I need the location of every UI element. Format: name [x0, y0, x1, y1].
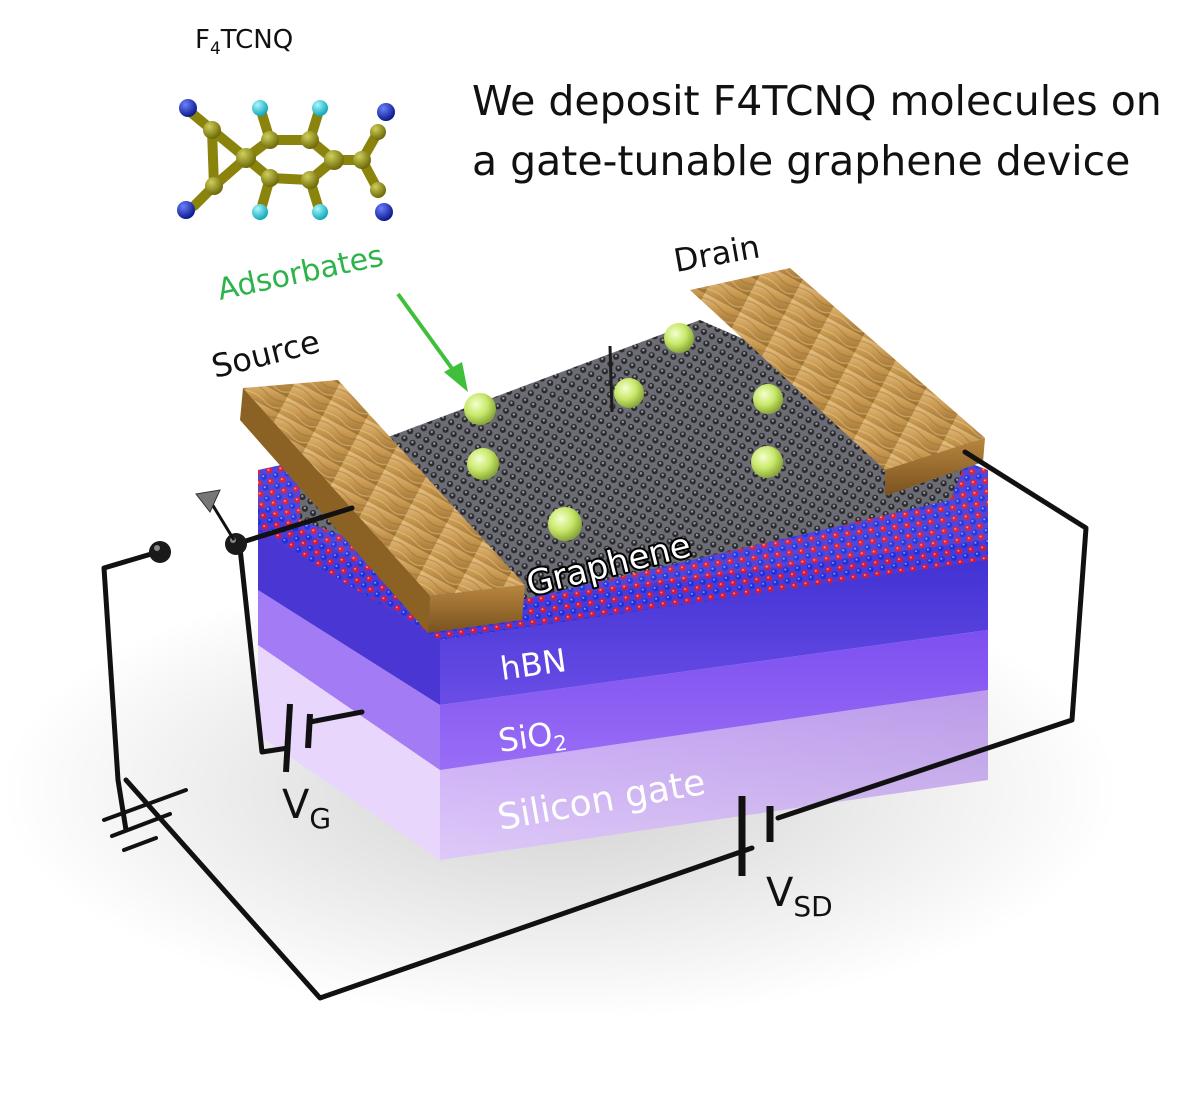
gate-terminal-left: [149, 541, 171, 563]
headline-line-1: We deposit F4TCNQ molecules on: [472, 77, 1162, 125]
ground-symbol-icon: [102, 788, 188, 852]
source-contact: [240, 380, 525, 633]
gate-terminal-switch: [225, 533, 247, 555]
vsd-label: VSD: [766, 870, 833, 923]
f4tcnq-molecule: [177, 99, 395, 221]
adsorbates-arrow: [396, 292, 468, 392]
molecule-name: F4TCNQ: [195, 25, 293, 59]
adsorbates-label: Adsorbates: [214, 239, 386, 308]
adsorbate-ball: [753, 384, 783, 414]
headline-line-2: a gate-tunable graphene device: [472, 137, 1130, 185]
arrow-up-icon: [195, 489, 236, 541]
graphene-crease: [608, 345, 614, 413]
drain-contact: [690, 268, 985, 496]
battery-symbol-icon: [738, 796, 774, 876]
vg-label: VG: [282, 782, 331, 835]
circuit-wires: [101, 449, 1089, 1001]
sio2-label: SiO2: [496, 713, 569, 764]
adsorbate-ball: [464, 393, 496, 425]
hbn-label: hBN: [498, 641, 569, 688]
silicon-gate-layer: [258, 645, 988, 860]
adsorbate-ball: [467, 448, 499, 480]
adsorbate-ball: [751, 446, 783, 478]
sio2-layer: [258, 590, 988, 770]
adsorbate-ball: [614, 378, 644, 408]
adsorbate-ball: [548, 507, 582, 541]
source-label: Source: [208, 322, 324, 385]
drain-label: Drain: [671, 227, 763, 279]
battery-symbol-icon: [283, 703, 313, 773]
adsorbates-group: [464, 323, 783, 541]
adsorbate-ball: [664, 323, 694, 353]
